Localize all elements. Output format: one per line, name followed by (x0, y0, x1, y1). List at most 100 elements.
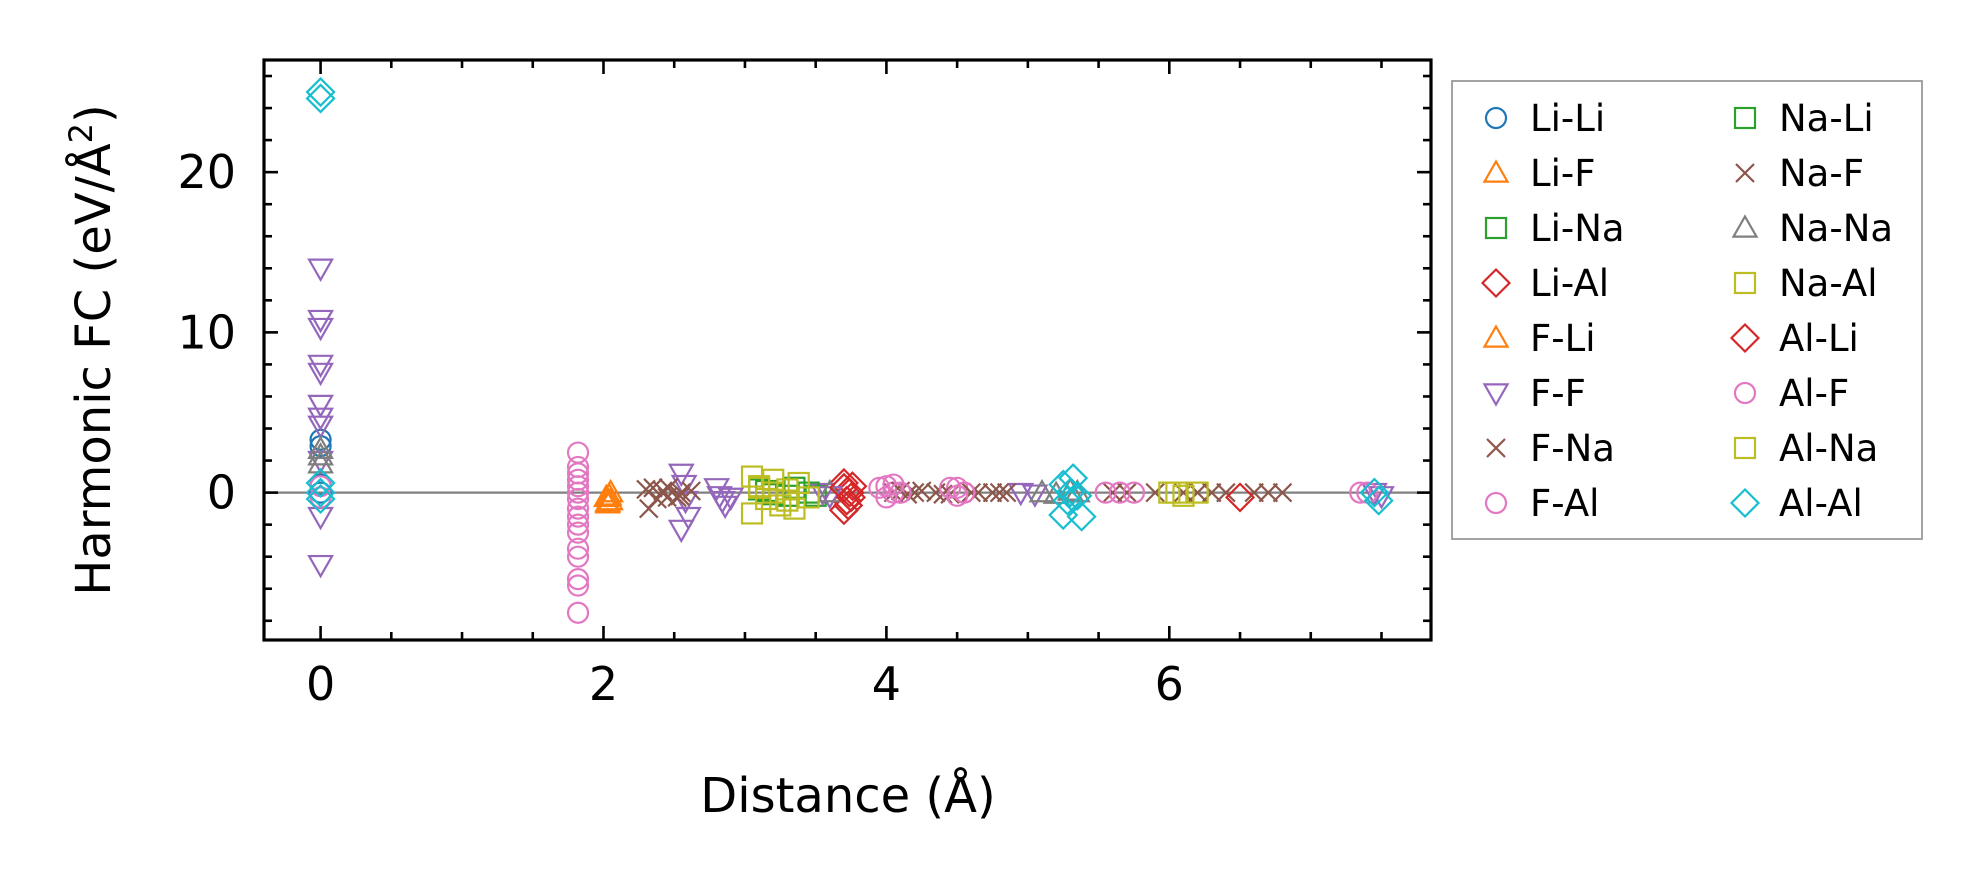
data-point (816, 478, 844, 503)
data-point (638, 498, 659, 519)
data-point (1258, 482, 1279, 503)
data-point (636, 479, 656, 500)
axis-tick-labels: 0 2 4 6 0 10 20 (177, 145, 1183, 711)
data-point (307, 442, 334, 466)
data-point (1058, 463, 1089, 494)
data-point (1359, 477, 1390, 508)
legend-label: F-F (1530, 372, 1586, 415)
data-point (670, 474, 698, 499)
legend-item: Li-F (1482, 152, 1596, 195)
data-point (837, 471, 868, 502)
data-point (1102, 482, 1123, 503)
legend-marker (1733, 381, 1757, 405)
plot-frame (262, 58, 1433, 642)
data-point (307, 317, 334, 342)
data-point (305, 76, 336, 108)
legend-label: F-Na (1530, 427, 1615, 470)
data-point (938, 476, 962, 499)
legend-item: F-Al (1484, 482, 1599, 525)
plot-marks (264, 76, 1431, 624)
series-na-f (643, 478, 1279, 508)
data-point (1272, 482, 1293, 503)
data-point (307, 554, 334, 579)
legend-item: Na-F (1735, 152, 1864, 195)
data-point (566, 513, 590, 536)
legend-label: Na-Li (1779, 97, 1874, 140)
data-point (1172, 484, 1195, 507)
legend-label: Na-Na (1779, 207, 1893, 250)
data-point (1201, 482, 1222, 503)
legend-marker (1729, 487, 1761, 519)
data-point (667, 463, 695, 488)
data-point (305, 483, 336, 515)
data-point (566, 601, 590, 624)
legend-marker (1484, 216, 1508, 240)
data-point (307, 258, 334, 283)
data-point (1361, 482, 1388, 507)
legend-marker (1735, 163, 1755, 183)
data-point (1062, 480, 1093, 511)
legend-marker (1733, 436, 1757, 460)
data-point (305, 467, 336, 499)
data-point (307, 362, 334, 387)
legend-label: F-Li (1530, 317, 1596, 360)
legend-marker (1733, 271, 1757, 295)
data-point (566, 521, 590, 544)
data-point (717, 487, 745, 512)
legend-item: Al-F (1733, 372, 1849, 415)
data-point (307, 394, 334, 419)
data-point (1363, 485, 1394, 516)
data-point (828, 472, 860, 503)
series-f-li (594, 478, 624, 514)
legend-item: F-F (1482, 372, 1586, 415)
legend-item: Al-Al (1729, 482, 1863, 525)
legend-item: Na-Li (1733, 97, 1874, 140)
data-point (307, 309, 334, 334)
legend-item: Al-Li (1729, 317, 1859, 360)
data-point (1224, 482, 1256, 513)
legend-item: F-Li (1482, 317, 1596, 360)
data-point (307, 354, 334, 379)
data-point (889, 481, 912, 504)
data-point (667, 519, 695, 544)
legend-label: Na-Al (1779, 262, 1877, 305)
data-point (566, 475, 590, 498)
data-point (875, 486, 898, 509)
y-tick-label: 0 (207, 466, 236, 520)
data-point (762, 481, 785, 504)
data-point (566, 462, 590, 485)
series-f-f (307, 258, 1395, 579)
data-point (1122, 481, 1146, 504)
data-point (1117, 482, 1137, 503)
legend-marker (1486, 438, 1506, 458)
data-point (1055, 477, 1086, 508)
legend-marker (1482, 324, 1510, 348)
x-tick-label: 6 (1155, 657, 1184, 711)
data-point (1094, 481, 1117, 504)
data-point (674, 506, 702, 531)
legend-item: Al-Na (1733, 427, 1878, 470)
data-point (307, 450, 334, 474)
data-point (1066, 501, 1097, 532)
legend-label: Al-Al (1779, 482, 1863, 525)
legend-label: Al-Na (1779, 427, 1878, 470)
data-point (307, 407, 334, 432)
legend-item: Na-Al (1733, 262, 1877, 305)
data-point (566, 574, 590, 597)
legend-label: Li-F (1530, 152, 1596, 195)
data-point (783, 497, 806, 520)
data-point (797, 486, 820, 509)
legend-item: Na-Na (1731, 207, 1893, 250)
series-al-na (747, 476, 1188, 512)
legend-marker (1480, 267, 1512, 299)
data-point (671, 482, 692, 503)
data-point (1021, 484, 1049, 508)
legend-label: Al-Li (1779, 317, 1859, 360)
x-tick-label: 4 (872, 657, 901, 711)
x-tick-label: 0 (306, 657, 335, 711)
legend-item: F-Na (1486, 427, 1615, 470)
legend-label: Li-Al (1530, 262, 1609, 305)
data-point (989, 482, 1010, 503)
legend-label: Li-Na (1530, 207, 1625, 250)
